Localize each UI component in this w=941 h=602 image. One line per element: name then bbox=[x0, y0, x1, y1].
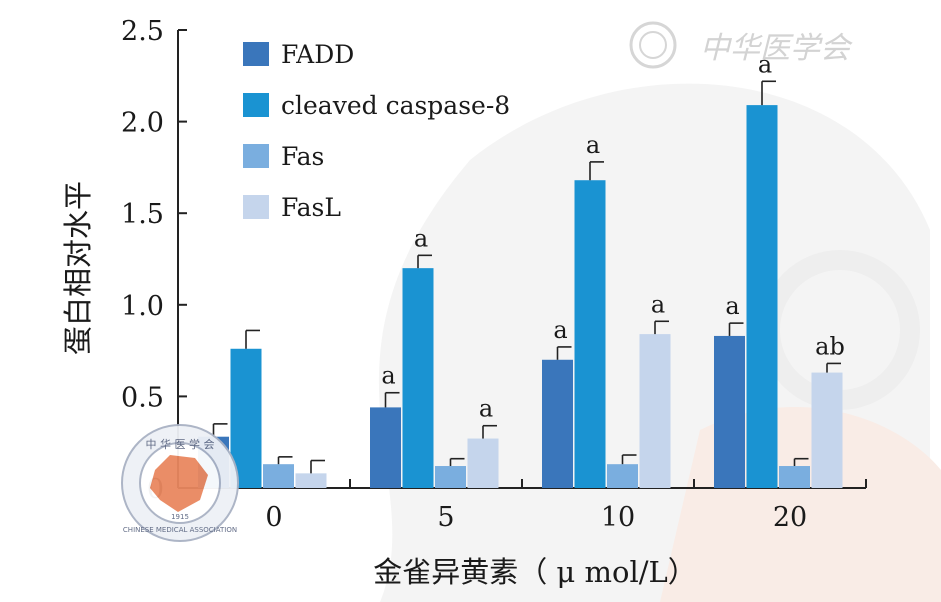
legend-label: cleaved caspase-8 bbox=[281, 91, 510, 120]
x-tick-label: 5 bbox=[437, 502, 454, 533]
x-axis-title: 金雀异黄素（ μ mol/L） bbox=[373, 555, 697, 589]
bar bbox=[574, 180, 606, 488]
y-tick-label: 0.5 bbox=[121, 382, 164, 413]
y-axis-title: 蛋白相对水平 bbox=[61, 181, 95, 355]
significance-label: a bbox=[651, 290, 665, 318]
association-seal: 中 华 医 学 会 CHINESE MEDICAL ASSOCIATION 19… bbox=[121, 424, 239, 542]
bar bbox=[542, 359, 573, 488]
y-tick-label: 1.0 bbox=[121, 291, 164, 322]
significance-label: a bbox=[414, 224, 428, 252]
bar bbox=[607, 464, 638, 488]
bar bbox=[811, 372, 843, 488]
significance-label: a bbox=[586, 131, 600, 159]
bar bbox=[746, 105, 778, 488]
significance-label: a bbox=[381, 362, 395, 390]
x-tick-label: 10 bbox=[601, 502, 635, 533]
bar bbox=[467, 438, 499, 488]
legend-label: FasL bbox=[281, 193, 341, 222]
x-tick-label: 20 bbox=[773, 502, 807, 533]
legend-swatch bbox=[243, 144, 269, 168]
bar bbox=[714, 335, 745, 488]
legend-swatch bbox=[243, 195, 269, 219]
x-tick-label: 0 bbox=[265, 502, 282, 533]
bar bbox=[435, 466, 466, 488]
bar bbox=[263, 464, 294, 488]
bar bbox=[639, 334, 671, 488]
legend-label: Fas bbox=[281, 142, 324, 171]
watermark-text: 中华医学会 bbox=[700, 31, 853, 66]
legend-label: FADD bbox=[281, 40, 354, 69]
legend-swatch bbox=[243, 42, 269, 66]
watermark-top-right: 中华医学会 bbox=[629, 21, 853, 69]
bar bbox=[370, 407, 401, 488]
seal-year-text: 1915 bbox=[171, 513, 189, 521]
bar bbox=[295, 473, 327, 488]
significance-label: ab bbox=[815, 332, 845, 360]
significance-label: a bbox=[758, 50, 772, 78]
significance-label: a bbox=[553, 316, 567, 344]
seal-top-text: 中 华 医 学 会 bbox=[146, 437, 215, 451]
bar bbox=[779, 466, 810, 488]
bar bbox=[402, 268, 434, 488]
seal-bottom-text: CHINESE MEDICAL ASSOCIATION bbox=[123, 526, 237, 534]
y-tick-label: 1.5 bbox=[121, 199, 164, 230]
legend-swatch bbox=[243, 93, 269, 117]
y-tick-label: 2.0 bbox=[121, 108, 164, 139]
significance-label: a bbox=[479, 395, 493, 423]
y-tick-label: 2.5 bbox=[121, 16, 164, 47]
significance-label: a bbox=[725, 292, 739, 320]
